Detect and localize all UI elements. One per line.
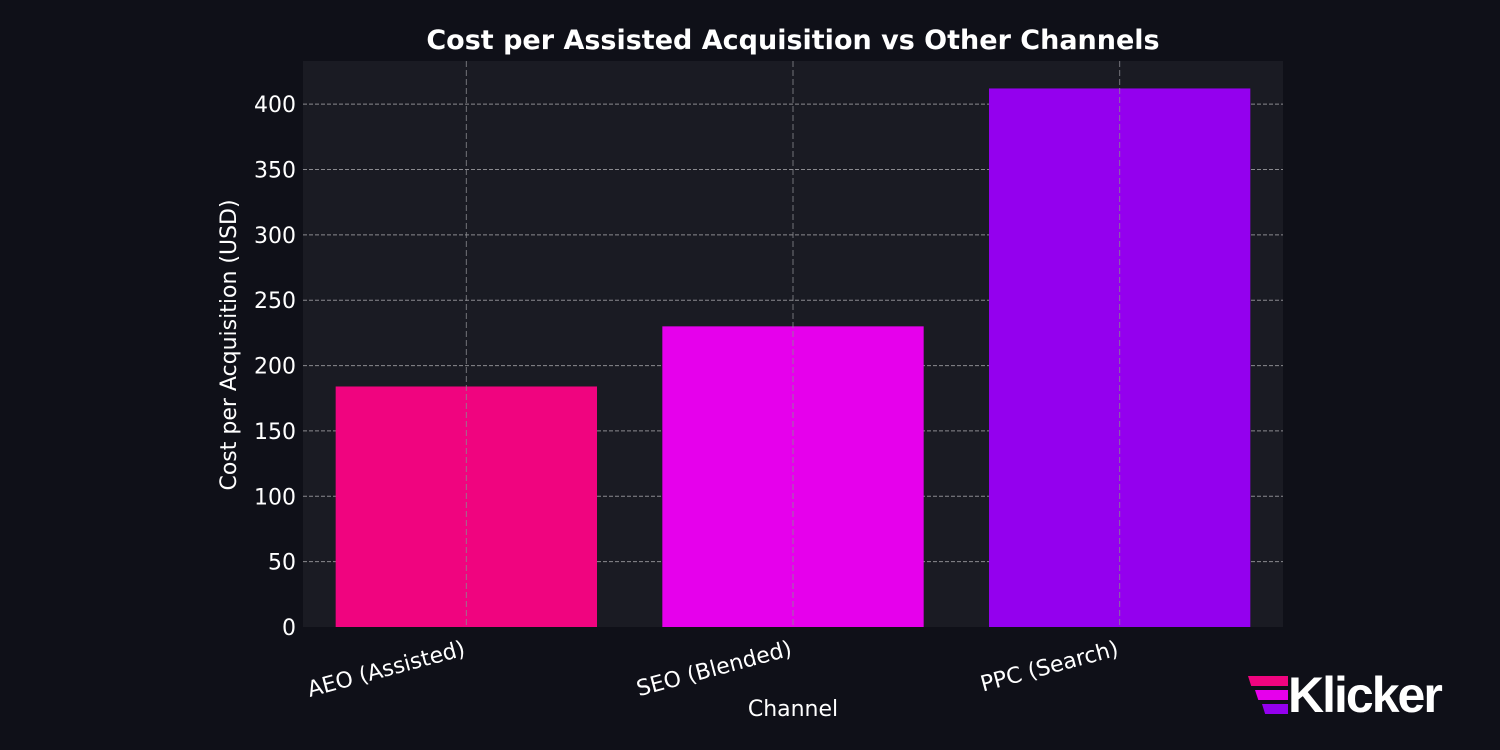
x-tick-label: PPC (Search): [978, 637, 1121, 698]
y-tick-label: 50: [268, 551, 296, 576]
y-tick-label: 100: [254, 485, 296, 510]
y-tick-label: 250: [254, 289, 296, 314]
x-tick-labels: AEO (Assisted) SEO (Blended) PPC (Search): [305, 637, 1121, 703]
klicker-logo: Klicker: [1248, 667, 1443, 723]
vertical-grid-lines: [465, 61, 1121, 627]
x-tick-label: SEO (Blended): [634, 637, 795, 702]
y-tick-label: 350: [254, 158, 296, 183]
y-axis-label: Cost per Acquisition (USD): [217, 199, 242, 490]
y-tick-label: 200: [254, 355, 296, 380]
logo-stripes-icon: [1248, 674, 1288, 716]
y-tick-label: 300: [254, 224, 296, 249]
logo-stripe: [1262, 704, 1288, 714]
y-tick-labels: 0 50 100 150 200 250 300 350 400: [254, 93, 296, 641]
chart-title: Cost per Assisted Acquisition vs Other C…: [426, 25, 1159, 56]
x-tick-label: AEO (Assisted): [305, 637, 468, 703]
brand-name: Klicker: [1288, 667, 1443, 723]
y-tick-label: 0: [282, 616, 296, 641]
logo-stripe: [1255, 690, 1288, 700]
y-tick-label: 400: [254, 93, 296, 118]
logo-stripe: [1248, 676, 1288, 686]
x-axis-label: Channel: [748, 697, 838, 722]
y-tick-label: 150: [254, 420, 296, 445]
